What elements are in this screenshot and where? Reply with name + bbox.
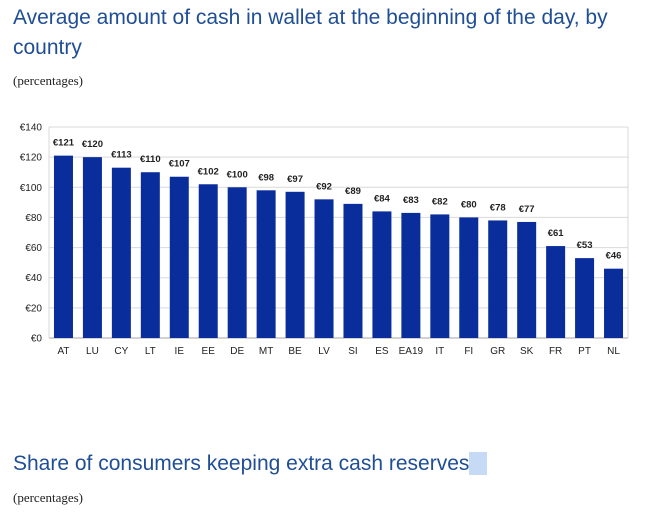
x-tick-label: FR bbox=[549, 346, 562, 357]
chart-title: Average amount of cash in wallet at the … bbox=[13, 6, 608, 59]
data-label: €80 bbox=[461, 199, 477, 210]
bar-pt bbox=[575, 258, 595, 338]
bar-fi bbox=[459, 217, 479, 338]
data-label: €83 bbox=[403, 195, 419, 206]
bar-it bbox=[430, 214, 450, 338]
data-label: €61 bbox=[548, 228, 565, 239]
section-title-cash-reserves: Share of consumers keeping extra cash re… bbox=[13, 449, 487, 479]
x-tick-label: LU bbox=[86, 346, 99, 357]
bar-es bbox=[372, 211, 392, 338]
y-tick-label: €0 bbox=[31, 334, 43, 345]
data-label: €77 bbox=[519, 204, 535, 215]
bar-sk bbox=[517, 221, 537, 338]
x-tick-label: NL bbox=[607, 346, 620, 357]
bar-fr bbox=[546, 246, 566, 338]
data-label: €107 bbox=[169, 159, 190, 170]
y-tick-label: €140 bbox=[20, 123, 43, 134]
data-label: €121 bbox=[53, 138, 75, 149]
data-label: €120 bbox=[82, 139, 103, 150]
gridlines bbox=[48, 126, 629, 339]
data-label: €78 bbox=[490, 202, 506, 213]
x-tick-label: FI bbox=[464, 346, 473, 357]
data-label: €102 bbox=[198, 166, 219, 177]
x-tick-label: PT bbox=[578, 346, 591, 357]
bar-lv bbox=[314, 199, 334, 338]
x-tick-label: MT bbox=[259, 346, 273, 357]
bar-lt bbox=[140, 172, 160, 338]
x-tick-label: GR bbox=[490, 346, 505, 357]
y-tick-label: €120 bbox=[20, 153, 43, 164]
data-labels: €121 €120 €113 €110 €107 €102 €100 €98 €97 €92 €89… bbox=[53, 138, 622, 262]
bar-gr bbox=[488, 220, 508, 338]
x-tick-label: LV bbox=[318, 346, 330, 357]
x-tick-label: IE bbox=[175, 346, 185, 357]
x-tick-label: SK bbox=[520, 346, 534, 357]
x-axis-ticks: AT LU CY LT IE EE DE MT BE LV SI ES EA19 IT FI GR SK FR PT… bbox=[57, 346, 620, 357]
x-tick-label: EA19 bbox=[399, 346, 424, 357]
data-label: €46 bbox=[606, 251, 622, 262]
bar-ee bbox=[198, 184, 218, 338]
bar-lu bbox=[82, 157, 102, 338]
bar-ie bbox=[169, 176, 189, 338]
data-label: €84 bbox=[374, 193, 391, 204]
bar-be bbox=[285, 191, 305, 338]
y-tick-label: €20 bbox=[25, 303, 42, 314]
x-tick-label: CY bbox=[114, 346, 128, 357]
text-selection-highlight bbox=[469, 452, 487, 475]
bars bbox=[53, 155, 624, 338]
x-tick-label: SI bbox=[348, 346, 357, 357]
y-axis-ticks: €0 €20 €40 €60 €80 €100 €120 €140 bbox=[20, 123, 43, 345]
y-tick-label: €80 bbox=[25, 213, 42, 224]
bar-cy bbox=[111, 167, 131, 338]
y-tick-label: €40 bbox=[25, 273, 42, 284]
x-tick-label: LT bbox=[145, 346, 156, 357]
x-tick-label: EE bbox=[202, 346, 216, 357]
data-label: €98 bbox=[258, 172, 274, 183]
data-label: €100 bbox=[227, 169, 248, 180]
bar-si bbox=[343, 203, 363, 338]
section-subtitle-cash-reserves: (percentages) bbox=[13, 490, 84, 505]
data-label: €97 bbox=[287, 174, 303, 185]
x-tick-label: BE bbox=[288, 346, 302, 357]
chart-subtitle: (percentages) bbox=[13, 73, 84, 88]
data-label: €53 bbox=[577, 240, 593, 251]
y-tick-label: €60 bbox=[25, 243, 42, 254]
x-tick-label: AT bbox=[57, 346, 69, 357]
data-label: €82 bbox=[432, 196, 448, 207]
bar-chart: €0€20€40€60€80€100€120€140 €121 €120€113 €… bbox=[20, 123, 629, 357]
y-tick-label: €100 bbox=[20, 183, 43, 194]
x-tick-label: IT bbox=[435, 346, 444, 357]
bar-de bbox=[227, 187, 247, 338]
bar-ea19 bbox=[401, 212, 421, 338]
bar-at bbox=[53, 155, 73, 338]
data-label: €113 bbox=[111, 150, 132, 161]
bar-mt bbox=[256, 190, 276, 338]
data-label: €89 bbox=[345, 186, 361, 197]
x-tick-label: ES bbox=[375, 346, 389, 357]
bar-nl bbox=[604, 268, 624, 338]
data-label: €110 bbox=[140, 154, 161, 165]
x-tick-label: DE bbox=[230, 346, 244, 357]
data-label: €92 bbox=[316, 181, 332, 192]
